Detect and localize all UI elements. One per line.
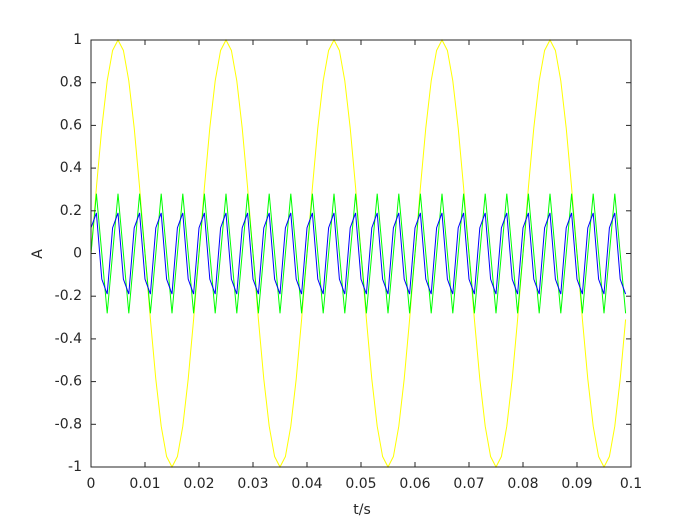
y-tick-label: -0.6 — [55, 374, 82, 390]
x-tick-label: 0.01 — [129, 476, 160, 492]
x-tick-label: 0.1 — [620, 476, 642, 492]
series-line — [90, 193, 627, 314]
y-tick-label: 0.4 — [60, 160, 82, 176]
x-tick-label: 0.02 — [183, 476, 214, 492]
x-tick-label: 0 — [87, 476, 96, 492]
y-axis-label: A — [30, 249, 46, 259]
x-tick-label: 0.08 — [507, 476, 538, 492]
x-axis-label: t/s — [353, 502, 371, 518]
x-tick-label: 0.07 — [453, 476, 484, 492]
series-line — [90, 212, 627, 295]
y-tick-label: 0.2 — [60, 203, 82, 219]
x-tick-label: 0.05 — [345, 476, 376, 492]
y-tick-label: 0.6 — [60, 117, 82, 133]
y-tick-label: 0 — [73, 246, 82, 262]
y-tick-label: 1 — [73, 32, 82, 48]
x-tick-label: 0.04 — [291, 476, 322, 492]
y-tick-label: -0.4 — [55, 331, 82, 347]
y-tick-label: 0.8 — [60, 75, 82, 91]
x-tick-label: 0.09 — [561, 476, 592, 492]
x-tick-label: 0.06 — [399, 476, 430, 492]
y-tick-label: -0.8 — [55, 416, 82, 432]
x-tick-label: 0.03 — [237, 476, 268, 492]
y-tick-label: -0.2 — [55, 288, 82, 304]
y-tick-label: -1 — [68, 459, 82, 475]
